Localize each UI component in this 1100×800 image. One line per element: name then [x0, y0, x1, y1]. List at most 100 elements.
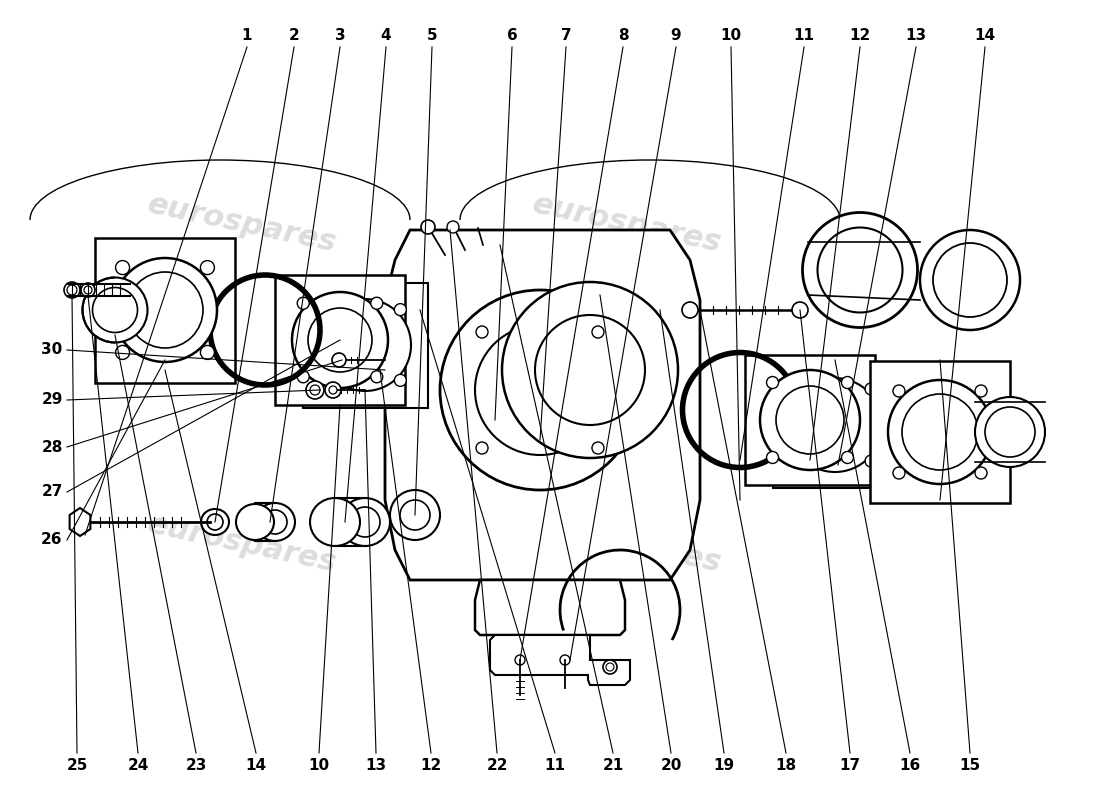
Circle shape	[200, 346, 214, 359]
Circle shape	[67, 285, 77, 295]
Circle shape	[324, 382, 341, 398]
Circle shape	[116, 261, 130, 274]
Bar	[302, 282, 428, 407]
Text: 11: 11	[544, 758, 565, 773]
Circle shape	[893, 467, 905, 479]
Circle shape	[113, 258, 217, 362]
Text: 10: 10	[308, 758, 330, 773]
Text: 5: 5	[427, 27, 438, 42]
Text: 14: 14	[975, 27, 996, 42]
Ellipse shape	[310, 498, 360, 546]
Ellipse shape	[207, 514, 223, 530]
Text: 14: 14	[245, 758, 266, 773]
Text: 4: 4	[381, 27, 392, 42]
Circle shape	[760, 370, 860, 470]
Circle shape	[792, 302, 808, 318]
Polygon shape	[69, 508, 90, 536]
Circle shape	[767, 377, 779, 389]
Circle shape	[297, 298, 309, 310]
Bar	[870, 361, 1010, 503]
Ellipse shape	[92, 287, 138, 333]
Circle shape	[893, 385, 905, 397]
Circle shape	[329, 386, 337, 394]
Text: 12: 12	[849, 27, 870, 42]
Text: eurospares: eurospares	[530, 510, 724, 578]
Text: 17: 17	[839, 758, 860, 773]
Ellipse shape	[201, 509, 229, 535]
Text: 2: 2	[288, 27, 299, 42]
Text: 10: 10	[720, 27, 741, 42]
Circle shape	[126, 272, 204, 348]
Ellipse shape	[340, 498, 390, 546]
Circle shape	[865, 383, 877, 395]
Text: 15: 15	[959, 758, 980, 773]
Text: eurospares: eurospares	[145, 190, 339, 258]
Circle shape	[371, 298, 383, 310]
Text: 18: 18	[776, 758, 796, 773]
Circle shape	[371, 370, 383, 382]
Circle shape	[310, 385, 320, 395]
Circle shape	[475, 325, 605, 455]
Text: 21: 21	[603, 758, 624, 773]
Ellipse shape	[82, 278, 147, 342]
Circle shape	[975, 385, 987, 397]
Ellipse shape	[975, 397, 1045, 467]
Circle shape	[200, 261, 214, 274]
Ellipse shape	[933, 243, 1006, 317]
Ellipse shape	[920, 230, 1020, 330]
Circle shape	[395, 304, 406, 316]
Circle shape	[592, 326, 604, 338]
Circle shape	[535, 315, 645, 425]
Ellipse shape	[984, 407, 1035, 457]
Circle shape	[476, 442, 488, 454]
Polygon shape	[385, 230, 700, 580]
Text: 6: 6	[507, 27, 517, 42]
Circle shape	[515, 655, 525, 665]
Text: 27: 27	[42, 485, 63, 499]
Circle shape	[395, 374, 406, 386]
Circle shape	[865, 455, 877, 467]
Text: 12: 12	[420, 758, 441, 773]
Text: eurospares: eurospares	[530, 190, 724, 258]
Bar	[745, 355, 874, 485]
Polygon shape	[490, 635, 630, 685]
Text: 23: 23	[185, 758, 207, 773]
Circle shape	[606, 663, 614, 671]
Circle shape	[440, 290, 640, 490]
Circle shape	[502, 282, 678, 458]
Text: 13: 13	[365, 758, 386, 773]
Text: 19: 19	[714, 758, 735, 773]
Text: 29: 29	[42, 393, 63, 407]
Circle shape	[842, 377, 854, 389]
Text: 3: 3	[334, 27, 345, 42]
Circle shape	[788, 378, 882, 472]
Ellipse shape	[350, 507, 380, 537]
Text: 20: 20	[660, 758, 682, 773]
Text: 22: 22	[486, 758, 508, 773]
Text: 7: 7	[561, 27, 571, 42]
Circle shape	[560, 655, 570, 665]
Circle shape	[332, 353, 346, 367]
Circle shape	[319, 299, 411, 391]
Circle shape	[793, 383, 805, 395]
Circle shape	[323, 374, 336, 386]
Circle shape	[776, 386, 844, 454]
Circle shape	[421, 220, 434, 234]
Circle shape	[902, 394, 978, 470]
Bar	[95, 238, 235, 382]
Circle shape	[297, 370, 309, 382]
Text: 26: 26	[42, 533, 63, 547]
Circle shape	[447, 221, 459, 233]
Circle shape	[323, 304, 336, 316]
Circle shape	[308, 308, 372, 372]
Ellipse shape	[390, 490, 440, 540]
Circle shape	[888, 380, 992, 484]
Circle shape	[592, 442, 604, 454]
Text: 11: 11	[793, 27, 814, 42]
Text: 16: 16	[900, 758, 921, 773]
Circle shape	[81, 283, 95, 297]
Circle shape	[842, 451, 854, 463]
Ellipse shape	[255, 503, 295, 541]
Bar	[275, 275, 405, 405]
Circle shape	[476, 326, 488, 338]
